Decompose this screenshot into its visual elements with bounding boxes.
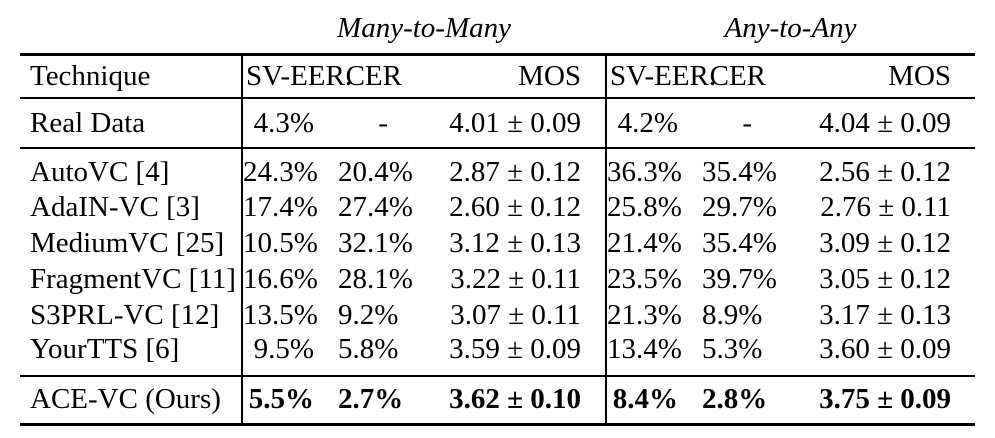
metric-cell-many-cer: 20.4% [338,156,413,188]
metric-cell-any-mos: 3.09 ± 0.12 [819,226,952,259]
technique-cell: AdaIN-VC [3] [30,190,200,223]
metric-cell-many-mos: 2.87 ± 0.12 [449,156,582,188]
metric-cell-many-sv-eer: 24.3% [241,148,338,189]
metric-cell-any-sv-eer: 8.4% [605,376,703,424]
metric-cell-many-cer: 28.1% [338,262,413,295]
table-row-column-headers: Technique SV-EER. CER MOS SV-EER. CER MO… [20,54,976,98]
column-header-any-cer: CER [709,59,767,92]
metric-cell-many-cer: - [378,106,388,139]
column-header-many-sv-eer: SV-EER. [241,54,352,98]
metric-cell-any-sv-eer: 21.4% [605,225,703,261]
metric-cell-many-sv-eer: 4.3% [241,98,338,148]
metric-cell-many-sv-eer: 17.4% [241,189,338,225]
metric-cell-many-sv-eer: 9.5% [241,333,338,376]
metric-cell-many-sv-eer: 10.5% [241,225,338,261]
metric-cell-many-cer: 2.7% [338,383,404,416]
metric-cell-many-mos: 3.62 ± 0.10 [449,383,582,416]
table-row-yourtts: YourTTS [6] 9.5% 5.8% 3.59 ± 0.09 13.4% … [20,333,975,376]
metric-cell-any-mos: 3.60 ± 0.09 [819,333,952,365]
metric-cell-any-cer: 5.3% [702,333,763,365]
group-header-many-to-many: Many-to-Many [337,12,511,45]
metric-cell-any-sv-eer: 21.3% [605,297,703,333]
metric-cell-any-cer: 29.7% [702,190,777,223]
technique-cell: S3PRL-VC [12] [30,298,220,331]
metric-cell-any-cer: 39.7% [702,262,777,295]
metric-cell-many-mos: 2.60 ± 0.12 [449,190,582,223]
column-header-technique: Technique [30,59,151,92]
metric-cell-many-mos: 4.01 ± 0.09 [449,106,582,139]
metric-cell-any-cer: 2.8% [702,383,768,416]
metric-cell-any-mos: 2.76 ± 0.11 [820,190,952,223]
column-header-any-mos: MOS [888,59,952,92]
metric-cell-many-sv-eer: 16.6% [241,261,338,297]
column-header-many-mos: MOS [518,59,582,92]
group-header-any-to-any: Any-to-Any [724,12,857,45]
table-row-real-data: Real Data 4.3% - 4.01 ± 0.09 4.2% - 4.04… [20,98,976,148]
column-header-many-cer: CER [345,59,402,92]
table-row-s3prl-vc: S3PRL-VC [12] 13.5% 9.2% 3.07 ± 0.11 21.… [20,297,975,333]
metric-cell-any-mos: 3.75 ± 0.09 [819,383,952,416]
table-row-fragmentvc: FragmentVC [11] 16.6% 28.1% 3.22 ± 0.11 … [20,261,975,297]
metric-cell-any-mos: 4.04 ± 0.09 [819,106,952,139]
metric-cell-many-mos: 3.22 ± 0.11 [450,262,582,295]
metric-cell-many-mos: 3.59 ± 0.09 [449,333,582,365]
results-table: Many-to-Many Any-to-Any Technique SV-EER… [20,5,976,426]
metric-cell-many-mos: 3.07 ± 0.11 [450,298,582,331]
technique-cell: Real Data [30,106,146,139]
metric-cell-any-cer: 35.4% [702,156,777,188]
metric-cell-any-mos: 3.17 ± 0.13 [819,298,952,331]
metric-cell-many-cer: 5.8% [338,333,399,365]
metric-cell-any-sv-eer: 4.2% [605,98,703,148]
table-row-autovc: AutoVC [4] 24.3% 20.4% 2.87 ± 0.12 36.3%… [20,148,975,189]
metric-cell-any-sv-eer: 23.5% [605,261,703,297]
metric-cell-any-mos: 2.56 ± 0.12 [819,156,952,188]
technique-cell: ACE-VC (Ours) [30,383,221,416]
metric-cell-many-mos: 3.12 ± 0.13 [449,226,582,259]
table-row-ace-vc-ours: ACE-VC (Ours) 5.5% 2.7% 3.62 ± 0.10 8.4%… [20,376,976,424]
technique-cell: YourTTS [6] [30,333,180,365]
metric-cell-any-cer: - [742,106,753,139]
metric-cell-many-cer: 27.4% [338,190,413,223]
metric-cell-many-cer: 32.1% [338,226,413,259]
metric-cell-many-sv-eer: 5.5% [241,376,338,424]
metric-cell-many-cer: 9.2% [338,298,399,331]
column-header-any-sv-eer: SV-EER. [605,54,716,98]
group-header-spacer [20,5,242,54]
table-row-group-headers: Many-to-Many Any-to-Any [20,5,975,54]
metric-cell-any-cer: 8.9% [702,298,763,331]
metric-cell-any-cer: 35.4% [702,226,777,259]
metric-cell-any-mos: 3.05 ± 0.12 [819,262,952,295]
metric-cell-many-sv-eer: 13.5% [241,297,338,333]
metric-cell-any-sv-eer: 25.8% [605,189,703,225]
metric-cell-any-sv-eer: 36.3% [605,148,703,189]
table-row-mediumvc: MediumVC [25] 10.5% 32.1% 3.12 ± 0.13 21… [20,225,975,261]
technique-cell: AutoVC [4] [30,156,170,188]
metric-cell-any-sv-eer: 13.4% [605,333,703,376]
table-row-adain-vc: AdaIN-VC [3] 17.4% 27.4% 2.60 ± 0.12 25.… [20,189,975,225]
technique-cell: FragmentVC [11] [30,262,236,295]
technique-cell: MediumVC [25] [30,226,225,259]
